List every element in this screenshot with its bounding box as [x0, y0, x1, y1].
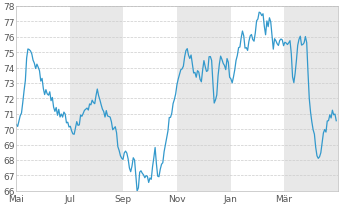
- Bar: [284, 7, 338, 191]
- Bar: [177, 7, 231, 191]
- Bar: [70, 7, 123, 191]
